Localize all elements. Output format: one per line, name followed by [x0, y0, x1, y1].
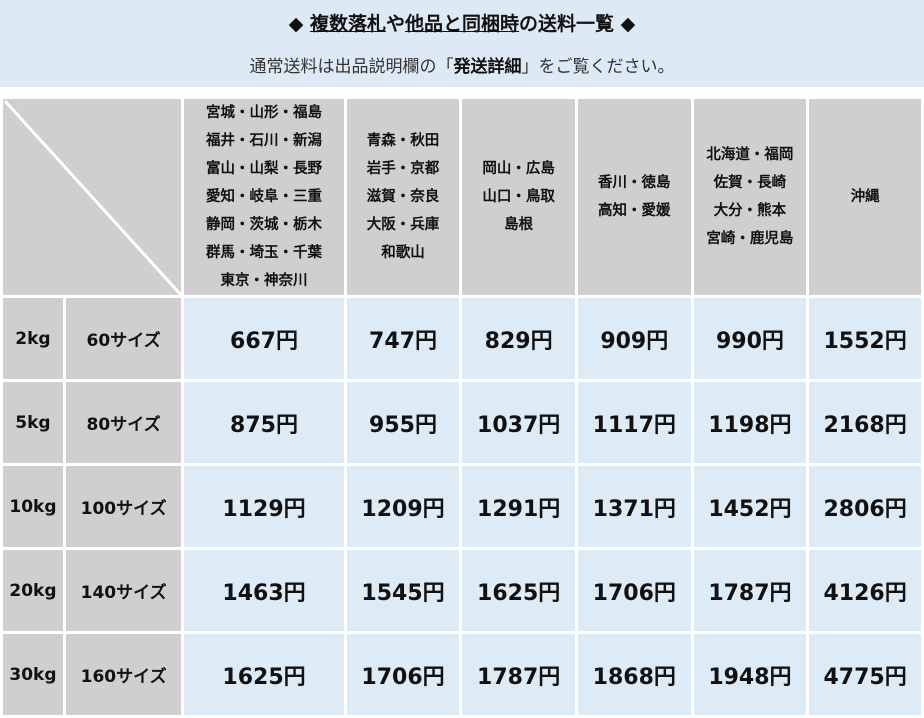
note-text: 」をご覧ください。	[521, 57, 675, 77]
prefecture-line: 東京・神奈川	[220, 273, 308, 289]
prefecture-line: 大分・熊本	[713, 203, 787, 219]
table-row: 5kg 80サイズ 875円 955円 1037円 1117円 1198円 2168円	[0, 379, 924, 466]
price-cell: 990円	[690, 295, 810, 382]
prefecture-line: 福井・石川・新潟	[206, 133, 323, 149]
prefecture-line: 山口・鳥取	[482, 189, 555, 205]
zone-header: 宮城・山形・福島 福井・石川・新潟 富山・山梨・長野 愛知・岐阜・三重 静岡・茨城・栃木…	[181, 96, 347, 298]
price-cell: 1625円	[181, 631, 347, 718]
price-cell: 1037円	[459, 379, 578, 466]
price-cell: 1868円	[574, 631, 694, 718]
prefecture-line: 高知・愛媛	[598, 203, 671, 219]
price-cell: 667円	[181, 295, 347, 382]
prefecture-line: 佐賀・長崎	[713, 175, 787, 191]
note-bold: 発送詳細	[453, 57, 522, 77]
size-cell: 80サイズ	[62, 379, 185, 466]
price-cell: 1209円	[343, 463, 463, 550]
price-cell: 1371円	[574, 463, 694, 550]
diamond-icon: ◆	[620, 13, 636, 35]
prefecture-line: 大阪・兵庫	[366, 217, 440, 233]
zone-header: 沖縄	[806, 96, 924, 298]
weight-cell: 5kg	[0, 379, 66, 466]
price-cell: 2806円	[806, 463, 924, 550]
size-cell: 60サイズ	[62, 295, 185, 382]
title-part: 他品と同梱時	[405, 13, 520, 35]
prefecture-line: 青森・秋田	[366, 133, 440, 149]
prefecture-line: 群馬・埼玉・千葉	[206, 245, 323, 261]
price-cell: 1787円	[459, 631, 578, 718]
prefecture-line: 岩手・京都	[366, 161, 440, 177]
price-cell: 1452円	[690, 463, 810, 550]
size-cell: 140サイズ	[62, 547, 185, 634]
table-row: 20kg 140サイズ 1463円 1545円 1625円 1706円 1787円 4126円	[0, 547, 924, 634]
prefecture-line: 滋賀・奈良	[366, 189, 440, 205]
price-cell: 4126円	[806, 547, 924, 634]
price-cell: 1129円	[181, 463, 347, 550]
prefecture-line: 岡山・広島	[482, 161, 555, 177]
price-cell: 1291円	[459, 463, 578, 550]
price-cell: 1948円	[690, 631, 810, 718]
size-cell: 100サイズ	[62, 463, 185, 550]
prefecture-line: 宮崎・鹿児島	[706, 231, 794, 247]
price-cell: 1463円	[181, 547, 347, 634]
prefecture-line: 和歌山	[381, 245, 425, 261]
prefecture-line: 北海道・福岡	[706, 147, 794, 163]
banner-title: ◆ 複数落札や他品と同梱時の送料一覧 ◆	[0, 9, 924, 36]
prefecture-line: 沖縄	[850, 189, 880, 205]
price-cell: 1706円	[343, 631, 463, 718]
price-cell: 1625円	[459, 547, 578, 634]
weight-cell: 20kg	[0, 547, 66, 634]
prefecture-line: 宮城・山形・福島	[206, 105, 323, 121]
title-part: や	[385, 13, 405, 35]
prefecture-line: 愛知・岐阜・三重	[206, 189, 323, 205]
corner-cell	[0, 96, 185, 298]
prefecture-line: 香川・徳島	[598, 175, 671, 191]
prefecture-line: 静岡・茨城・栃木	[206, 217, 323, 233]
prefecture-line: 富山・山梨・長野	[206, 161, 323, 177]
size-cell: 160サイズ	[62, 631, 185, 718]
banner-note: 通常送料は出品説明欄の「発送詳細」をご覧ください。	[0, 52, 924, 77]
price-cell: 829円	[459, 295, 578, 382]
zone-header: 青森・秋田岩手・京都滋賀・奈良大阪・兵庫和歌山	[343, 96, 463, 298]
title-banner: ◆ 複数落札や他品と同梱時の送料一覧 ◆ 通常送料は出品説明欄の「発送詳細」をご…	[0, 0, 924, 87]
price-cell: 1552円	[806, 295, 924, 382]
price-cell: 1198円	[690, 379, 810, 466]
shipping-table: 宮城・山形・福島 福井・石川・新潟 富山・山梨・長野 愛知・岐阜・三重 静岡・茨城・栃木…	[0, 96, 924, 718]
header-row: 宮城・山形・福島 福井・石川・新潟 富山・山梨・長野 愛知・岐阜・三重 静岡・茨城・栃木…	[0, 96, 924, 298]
weight-cell: 10kg	[0, 463, 66, 550]
table-row: 30kg 160サイズ 1625円 1706円 1787円 1868円 1948円 4775円	[0, 631, 924, 718]
price-cell: 1545円	[343, 547, 463, 634]
weight-cell: 2kg	[0, 295, 66, 382]
prefecture-line: 島根	[504, 217, 534, 233]
diamond-icon: ◆	[288, 13, 304, 35]
price-cell: 955円	[343, 379, 463, 466]
price-cell: 2168円	[806, 379, 924, 466]
zone-header: 香川・徳島高知・愛媛	[574, 96, 694, 298]
table-row: 10kg 100サイズ 1129円 1209円 1291円 1371円 1452円 2806円	[0, 463, 924, 550]
title-part: の送料一覧	[519, 13, 615, 35]
table-row: 2kg 60サイズ 667円 747円 829円 909円 990円 1552円	[0, 295, 924, 382]
note-text: 通常送料は出品説明欄の「	[249, 57, 454, 77]
diagonal-line	[3, 99, 183, 297]
price-cell: 875円	[181, 379, 347, 466]
weight-cell: 30kg	[0, 631, 66, 718]
price-cell: 1117円	[574, 379, 694, 466]
price-cell: 1706円	[574, 547, 694, 634]
price-cell: 747円	[343, 295, 463, 382]
price-cell: 1787円	[690, 547, 810, 634]
title-part: 複数落札	[309, 13, 386, 35]
zone-header: 北海道・福岡 佐賀・長崎大分・熊本宮崎・鹿児島	[690, 96, 810, 298]
price-cell: 4775円	[806, 631, 924, 718]
price-cell: 909円	[574, 295, 694, 382]
zone-header: 岡山・広島山口・鳥取島根	[459, 96, 578, 298]
